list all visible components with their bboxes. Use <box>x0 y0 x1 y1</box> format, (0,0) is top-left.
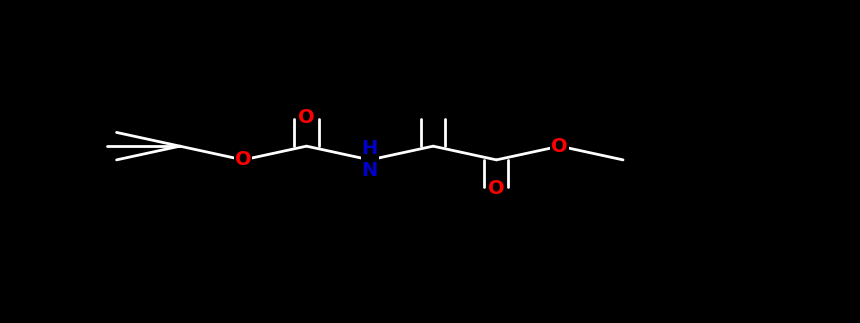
Text: O: O <box>551 137 568 156</box>
Text: O: O <box>298 108 315 127</box>
Text: O: O <box>235 151 251 169</box>
Text: H
N: H N <box>362 140 378 180</box>
Text: O: O <box>488 180 505 198</box>
